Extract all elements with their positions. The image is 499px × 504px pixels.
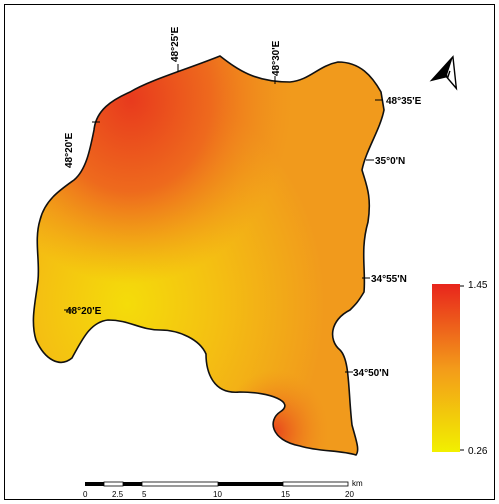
label-lon-48-35: 48°35'E <box>386 96 422 107</box>
scale-tick-20: 20 <box>345 490 354 499</box>
scale-tick-15: 15 <box>281 490 290 499</box>
label-lat-35-0: 35°0'N <box>375 156 405 167</box>
label-lon-48-30: 48°30'E <box>271 40 282 76</box>
label-lat-34-55: 34°55'N <box>371 274 407 285</box>
graticule-ticks <box>64 64 383 373</box>
label-lon-48-25: 48°25'E <box>170 26 181 62</box>
label-lat-34-50: 34°50'N <box>353 368 389 379</box>
scale-bar: 0 2.5 5 10 15 20 km <box>83 479 363 499</box>
legend-min-label: 0.26 <box>468 446 488 457</box>
label-lon-48-20-top: 48°20'E <box>64 132 75 168</box>
region-boundary <box>32 55 385 456</box>
region-fill <box>33 56 385 455</box>
scale-unit: km <box>352 479 363 488</box>
scale-tick-2-5: 2.5 <box>112 490 124 499</box>
label-lon-48-20-left: 48°20'E <box>66 306 102 317</box>
legend-max-label: 1.45 <box>468 280 488 291</box>
scale-tick-0: 0 <box>83 490 88 499</box>
north-arrow-letter: N <box>440 68 451 82</box>
scale-tick-10: 10 <box>213 490 222 499</box>
scale-tick-5: 5 <box>142 490 147 499</box>
legend-bar <box>432 284 460 452</box>
north-arrow-icon: N <box>429 55 458 91</box>
